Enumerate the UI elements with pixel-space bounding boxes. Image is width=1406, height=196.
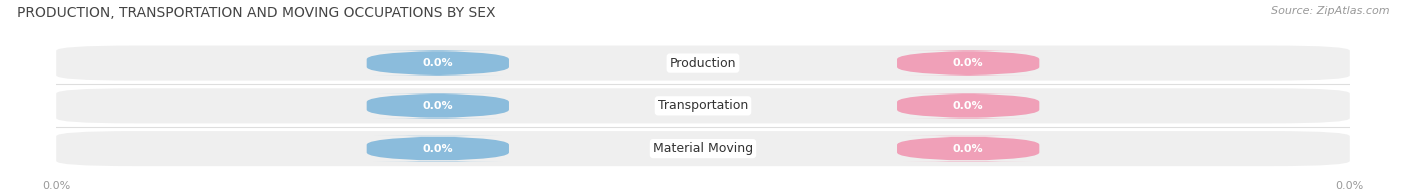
FancyBboxPatch shape <box>367 50 509 76</box>
FancyBboxPatch shape <box>897 50 1039 76</box>
Text: PRODUCTION, TRANSPORTATION AND MOVING OCCUPATIONS BY SEX: PRODUCTION, TRANSPORTATION AND MOVING OC… <box>17 6 495 20</box>
FancyBboxPatch shape <box>56 88 1350 123</box>
FancyBboxPatch shape <box>897 136 1039 162</box>
FancyBboxPatch shape <box>367 93 509 119</box>
Text: 0.0%: 0.0% <box>423 58 453 68</box>
Text: Source: ZipAtlas.com: Source: ZipAtlas.com <box>1271 6 1389 16</box>
Text: Material Moving: Material Moving <box>652 142 754 155</box>
Text: 0.0%: 0.0% <box>953 144 983 154</box>
Text: 0.0%: 0.0% <box>423 101 453 111</box>
Text: 0.0%: 0.0% <box>423 144 453 154</box>
FancyBboxPatch shape <box>897 93 1039 119</box>
Text: Transportation: Transportation <box>658 99 748 112</box>
Text: 0.0%: 0.0% <box>953 101 983 111</box>
Text: 0.0%: 0.0% <box>953 58 983 68</box>
FancyBboxPatch shape <box>56 131 1350 166</box>
FancyBboxPatch shape <box>56 45 1350 81</box>
FancyBboxPatch shape <box>367 136 509 162</box>
Text: Production: Production <box>669 57 737 70</box>
